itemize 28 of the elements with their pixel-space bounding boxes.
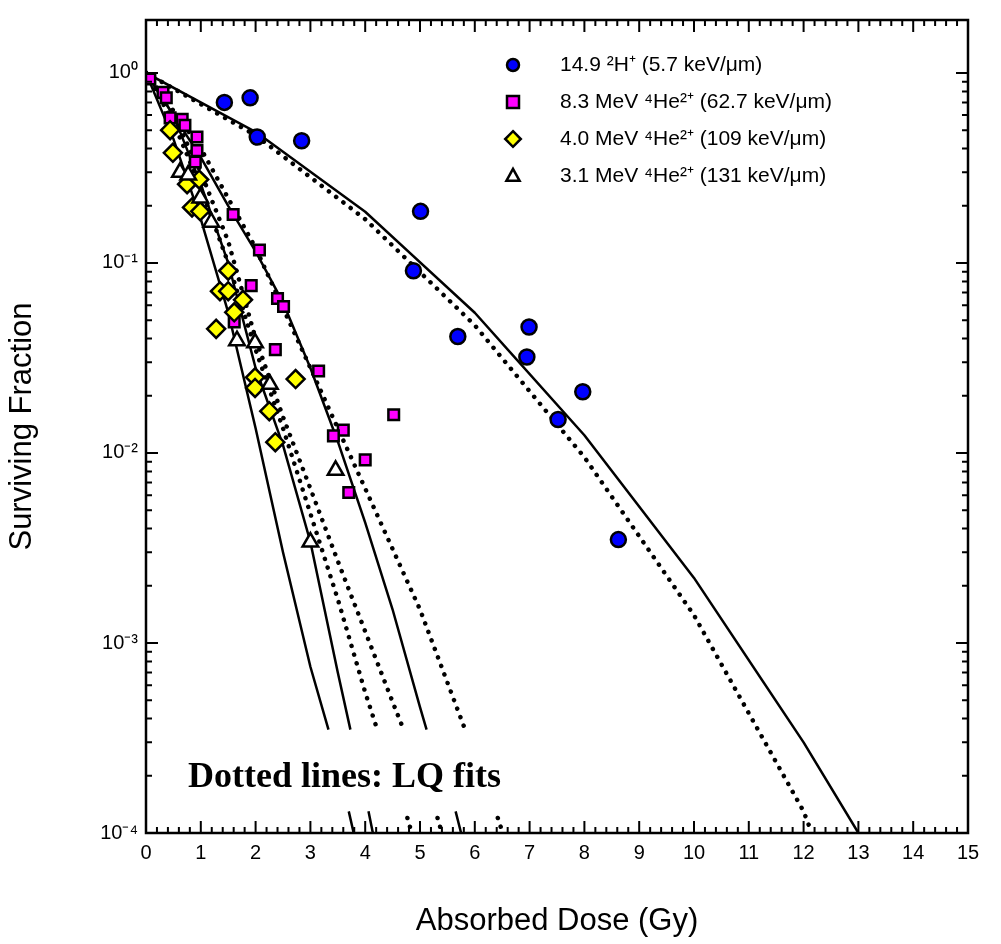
x-tick-label: 11 <box>738 840 760 863</box>
x-tick-label: 4 <box>359 840 371 863</box>
x-tick-label: 15 <box>956 840 980 863</box>
x-tick-label: 7 <box>524 840 536 863</box>
x-tick-label: 5 <box>414 840 426 863</box>
x-tick-label: 10 <box>682 840 706 863</box>
y-tick-label: 10⁻³ <box>102 630 139 653</box>
y-tick-label: 10⁻² <box>102 440 139 463</box>
legend-label: 14.9 ²H⁺ (5.7 keV/μm) <box>560 51 763 75</box>
legend-label: 8.3 MeV ⁴He²⁺ (62.7 keV/μm) <box>560 88 833 112</box>
x-tick-label: 8 <box>578 840 590 863</box>
x-tick-label: 9 <box>633 840 645 863</box>
x-tick-label: 3 <box>304 840 316 863</box>
annotation: Dotted lines: LQ fits <box>188 755 501 796</box>
x-tick-label: 6 <box>469 840 481 863</box>
x-tick-label: 0 <box>140 840 152 863</box>
y-tick-label: 10⁰ <box>108 60 138 83</box>
y-tick-label: 10⁻⁴ <box>100 820 138 843</box>
legend-label: 4.0 MeV ⁴He²⁺ (109 keV/μm) <box>560 125 827 149</box>
x-tick-label: 13 <box>847 840 870 863</box>
legend-label: 3.1 MeV ⁴He²⁺ (131 keV/μm) <box>560 162 827 186</box>
x-tick-label: 14 <box>902 840 925 863</box>
y-tick-label: 10⁻¹ <box>102 250 139 273</box>
y-axis-title: Surviving Fraction <box>3 302 39 551</box>
x-tick-label: 1 <box>195 840 207 863</box>
x-tick-label: 12 <box>792 840 815 863</box>
x-axis-title: Absorbed Dose (Gy) <box>415 901 699 937</box>
x-tick-label: 2 <box>250 840 262 863</box>
